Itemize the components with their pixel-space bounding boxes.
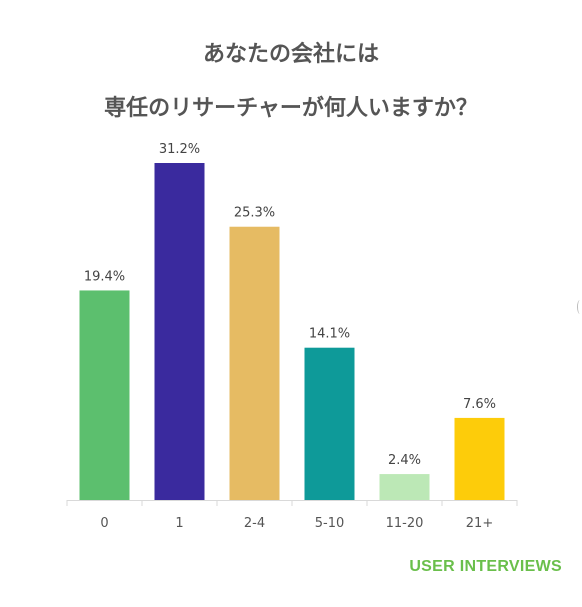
bar-21+ (454, 417, 505, 500)
brand-logo: USER INTERVIEWS (409, 558, 562, 575)
data-label-2-4: 25.3% (234, 206, 275, 221)
data-label-5-10: 14.1% (309, 327, 350, 342)
bar-0 (79, 290, 130, 500)
chart-title-line-1: あなたの会社には (202, 42, 379, 67)
bar-5-10 (304, 347, 355, 500)
edge-mark (577, 300, 582, 314)
x-tick-label-0: 0 (100, 516, 108, 531)
x-tick-label-5-10: 5-10 (315, 516, 345, 531)
bar-2-4 (229, 226, 280, 500)
data-label-1: 31.2% (159, 142, 200, 157)
x-tick-label-21+: 21+ (466, 516, 493, 531)
bar-11-20 (379, 474, 430, 500)
x-tick-label-1: 1 (175, 516, 183, 531)
data-label-21+: 7.6% (463, 397, 496, 412)
chart-title-line-2: 専任のリサーチャーが何人いますか？ (104, 96, 478, 121)
data-label-11-20: 2.4% (388, 453, 421, 468)
x-tick-label-11-20: 11-20 (386, 516, 424, 531)
bar-1 (154, 163, 205, 500)
x-tick-label-2-4: 2-4 (244, 516, 265, 531)
data-label-0: 19.4% (84, 269, 125, 284)
